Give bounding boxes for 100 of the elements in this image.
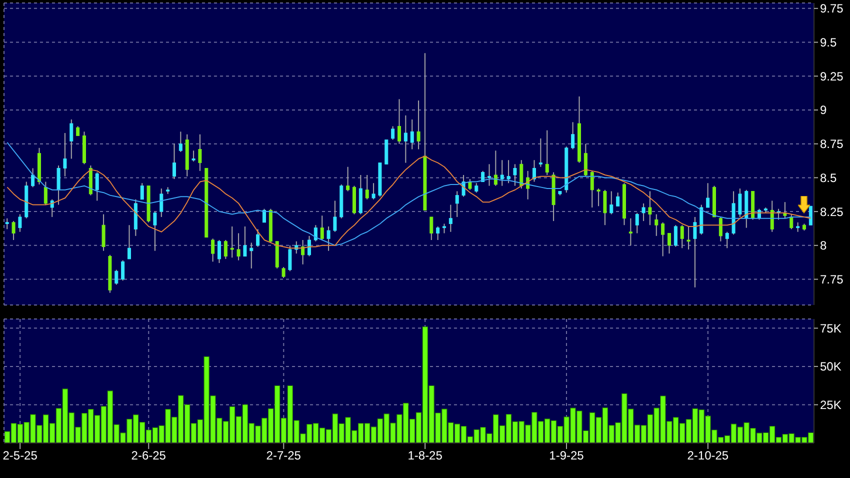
candlestick	[610, 190, 614, 215]
candlestick	[520, 160, 524, 190]
candlestick	[31, 168, 35, 188]
y-tick-label: 8	[820, 238, 827, 253]
candlestick	[725, 231, 729, 249]
candlestick	[128, 224, 131, 260]
candlestick	[532, 160, 536, 182]
candlestick	[398, 98, 401, 144]
candlestick	[230, 226, 234, 258]
candlestick	[320, 215, 324, 240]
y-tick-label: 8.5	[820, 170, 838, 185]
candlestick	[686, 226, 690, 250]
candlestick	[218, 239, 221, 264]
candlestick	[391, 126, 395, 140]
candlestick	[160, 188, 164, 218]
candlestick	[488, 164, 491, 186]
candlestick	[442, 223, 446, 234]
x-tick-label: 1-8-25	[408, 448, 443, 463]
candlestick	[308, 235, 311, 257]
candlestick	[178, 131, 182, 152]
candlestick	[474, 182, 478, 194]
candlestick	[596, 188, 600, 207]
candlestick	[333, 200, 337, 232]
candlestick	[790, 214, 794, 230]
candlestick	[236, 232, 240, 261]
candlestick	[114, 269, 118, 286]
candlestick	[282, 266, 286, 278]
candlestick	[468, 178, 472, 190]
y-tick-label: 50K	[820, 360, 842, 374]
candlestick	[372, 182, 376, 200]
candlestick	[590, 170, 594, 208]
candlestick	[642, 202, 646, 222]
candlestick	[513, 164, 517, 186]
candlestick	[455, 190, 459, 218]
candlestick	[153, 211, 157, 252]
candlestick	[44, 181, 48, 206]
candlestick	[224, 239, 228, 260]
candlestick	[70, 118, 74, 160]
candlestick	[18, 214, 22, 232]
candlestick	[661, 222, 665, 257]
candlestick	[256, 228, 260, 248]
candlestick	[198, 134, 202, 172]
candlestick	[796, 222, 800, 232]
candlestick	[410, 118, 414, 150]
candlestick	[102, 214, 106, 252]
candlestick	[706, 182, 710, 208]
candlestick	[603, 189, 607, 226]
x-tick-label: 2-6-25	[131, 448, 166, 463]
candlestick	[365, 174, 369, 200]
candlestick	[571, 122, 575, 150]
candlestick	[628, 218, 632, 246]
candlestick	[584, 143, 588, 177]
candlestick	[616, 192, 620, 207]
y-tick-label: 9	[820, 103, 827, 118]
candlestick	[262, 208, 266, 223]
candlestick	[648, 190, 652, 226]
candlestick	[538, 138, 542, 168]
y-tick-label: 8.25	[820, 204, 844, 219]
candlestick	[506, 160, 510, 184]
candlestick	[140, 182, 144, 200]
candlestick	[654, 214, 658, 236]
candlestick	[680, 224, 684, 249]
candlestick	[5, 218, 9, 230]
candlestick	[430, 216, 434, 240]
y-tick-label: 8.75	[820, 137, 844, 152]
candlestick	[326, 226, 330, 252]
candlestick	[718, 216, 722, 242]
candlestick	[288, 244, 292, 272]
candlestick	[63, 132, 67, 177]
candlestick	[545, 130, 549, 176]
candlestick	[635, 212, 639, 234]
candlestick	[674, 224, 678, 248]
candlestick	[121, 260, 125, 282]
y-tick-label: 9.5	[820, 36, 838, 50]
x-tick-label: 1-9-25	[549, 448, 584, 463]
candlestick	[416, 100, 420, 150]
x-tick-label: 2-7-25	[266, 448, 302, 463]
y-tick-label: 25K	[820, 398, 842, 412]
candlestick	[250, 242, 254, 269]
candlestick	[346, 166, 350, 192]
x-tick-label: 2-5-25	[2, 448, 38, 463]
candlestick	[211, 238, 215, 262]
y-tick-label: 7.75	[820, 272, 844, 287]
candlestick	[172, 143, 176, 180]
candlestick	[448, 204, 452, 232]
y-tick-label: 9.75	[820, 2, 844, 16]
candlestick	[76, 126, 80, 136]
candlestick	[776, 208, 780, 220]
candlestick	[12, 220, 16, 240]
candlestick	[494, 150, 498, 186]
candlestick	[56, 165, 60, 206]
candlestick	[770, 200, 774, 232]
y-tick-label: 75K	[820, 321, 842, 336]
candlestick	[192, 150, 196, 162]
candlestick	[95, 172, 99, 202]
y-tick-label: 9.25	[820, 69, 844, 84]
candlestick	[668, 232, 671, 254]
candlestick	[436, 226, 440, 240]
candlestick	[738, 188, 742, 218]
candlestick	[314, 224, 318, 242]
